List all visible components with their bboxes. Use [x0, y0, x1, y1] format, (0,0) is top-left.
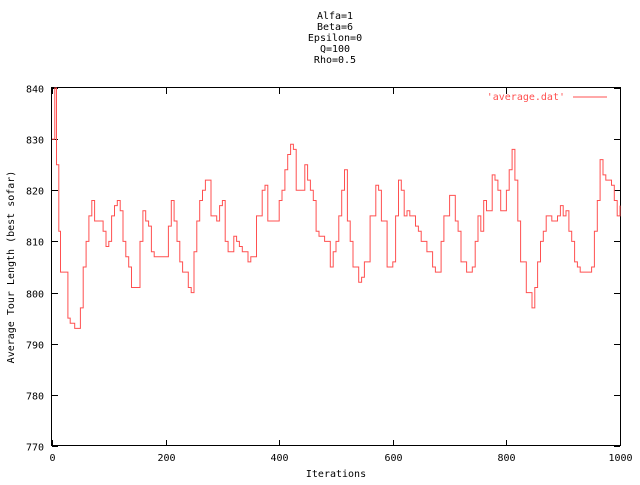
series-line-average [52, 87, 621, 329]
y-tick-label: 800 [26, 290, 44, 301]
x-tick-label: 200 [157, 453, 175, 464]
title-line: Epsilon=0 [308, 33, 362, 44]
y-tick-label: 780 [26, 392, 44, 403]
chart-title: Alfa=1 Beta=6 Epsilon=0 Q=100 Rho=0.5 [308, 11, 362, 66]
x-axis: 0 200 400 600 800 1000 [49, 88, 633, 464]
y-tick-label: 770 [26, 443, 44, 454]
y-tick-label: 840 [26, 85, 44, 96]
x-tick-label: 400 [270, 453, 288, 464]
legend: 'average.dat' [487, 92, 607, 103]
x-tick-label: 600 [384, 453, 402, 464]
y-axis: 770 780 790 800 810 820 830 840 [26, 85, 620, 454]
legend-label: 'average.dat' [487, 92, 565, 103]
title-line: Rho=0.5 [314, 55, 356, 66]
y-tick-label: 830 [26, 136, 44, 147]
x-tick-label: 800 [497, 453, 515, 464]
title-line: Q=100 [320, 44, 350, 55]
title-line: Beta=6 [317, 22, 353, 33]
title-line: Alfa=1 [317, 11, 353, 22]
x-axis-label: Iterations [306, 469, 366, 480]
y-tick-label: 790 [26, 341, 44, 352]
plot-frame [51, 87, 621, 446]
y-axis-label: Average Tour Length (best sofar) [6, 171, 17, 364]
x-tick-label: 1000 [608, 453, 632, 464]
y-tick-label: 810 [26, 238, 44, 249]
x-tick-label: 0 [49, 453, 55, 464]
y-tick-label: 820 [26, 187, 44, 198]
